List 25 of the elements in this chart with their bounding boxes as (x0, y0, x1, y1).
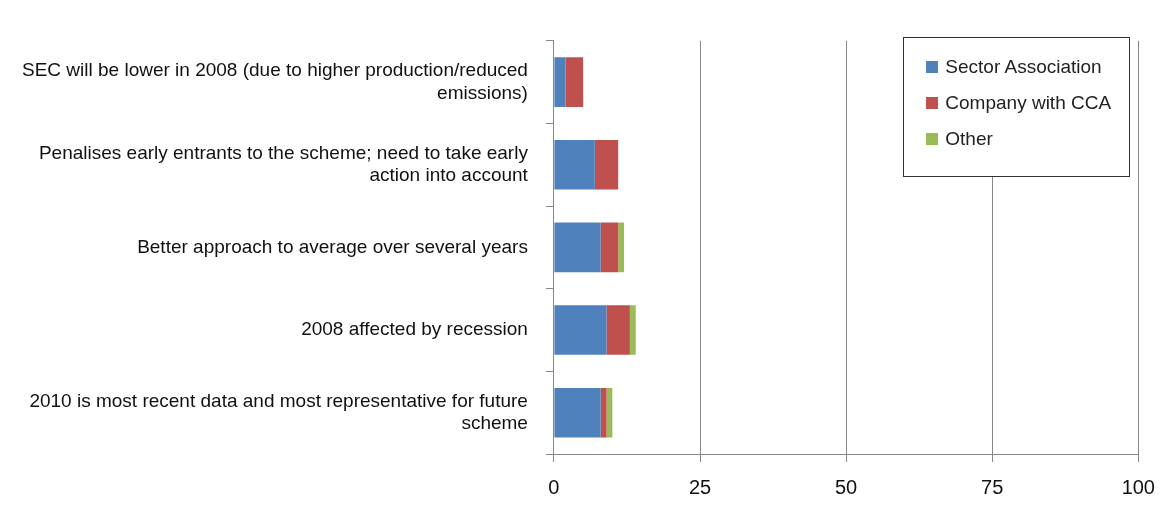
x-tick-label: 75 (981, 475, 1004, 498)
bar (600, 222, 619, 273)
x-tick-label: 0 (548, 475, 560, 498)
y-tick-label: Penalises early entrants to the scheme; need to take early action into account (38, 141, 529, 186)
y-tick-label: Better approach to average over several years (137, 235, 528, 257)
x-tick-label: 100 (1121, 475, 1155, 498)
bar (600, 387, 607, 438)
bar (554, 305, 607, 355)
bar (606, 305, 630, 355)
bar (554, 139, 595, 190)
legend-label: Company with CCA (945, 91, 1112, 114)
bar (554, 57, 566, 107)
x-tick-label: 25 (688, 475, 712, 498)
bar (554, 222, 601, 273)
bar (629, 305, 636, 355)
legend-label: Sector Association (945, 55, 1102, 78)
bar (618, 222, 625, 273)
bar (594, 139, 619, 190)
y-tick-label: SEC will be lower in 2008 (due to higher production/reduced emissions) (21, 58, 528, 103)
legend-label: Other (945, 127, 993, 150)
bar (565, 57, 584, 107)
y-tick-label: 2010 is most recent data and most representative for future scheme (29, 389, 528, 434)
bar (554, 387, 601, 438)
y-tick-label: 2008 affected by recession (301, 318, 528, 340)
x-tick-label: 50 (834, 475, 858, 498)
